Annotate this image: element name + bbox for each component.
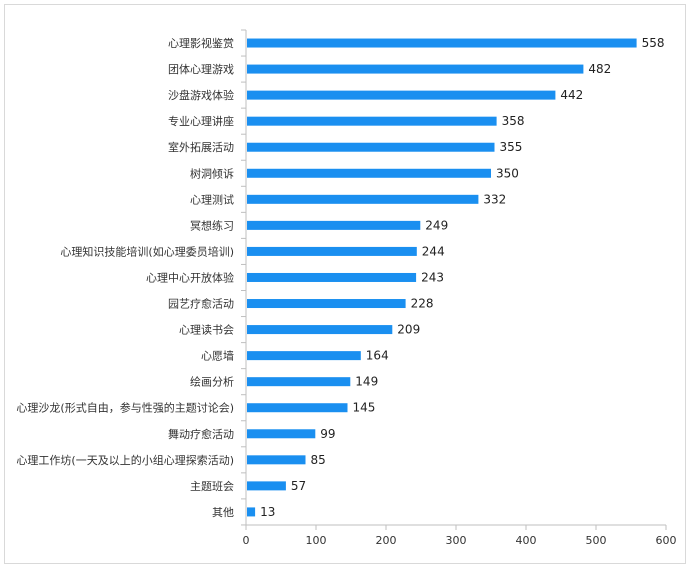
data-label: 57 — [291, 479, 306, 493]
data-label: 209 — [397, 323, 420, 337]
bar — [247, 299, 406, 309]
category-label: 舞动疗愈活动 — [168, 427, 234, 441]
category-label: 沙盘游戏体验 — [168, 88, 234, 102]
bar — [247, 429, 316, 439]
bar — [247, 64, 584, 74]
bar — [247, 168, 491, 178]
data-label: 13 — [260, 505, 275, 519]
data-label: 249 — [425, 218, 448, 232]
data-label: 99 — [320, 427, 335, 441]
bar — [247, 377, 351, 387]
data-label: 355 — [500, 140, 523, 154]
data-label: 482 — [588, 62, 611, 76]
bar — [247, 507, 256, 517]
data-label: 145 — [353, 401, 376, 415]
x-tick-label: 600 — [656, 534, 677, 547]
data-label: 244 — [422, 244, 445, 258]
bar — [247, 38, 637, 48]
category-label: 心理工作坊(一天及以上的小组心理探索活动) — [16, 453, 234, 467]
category-label: 心理影视鉴赏 — [168, 36, 234, 50]
category-label: 树洞倾诉 — [190, 166, 234, 180]
data-label: 228 — [411, 297, 434, 311]
bar — [247, 455, 306, 465]
bar — [247, 142, 495, 152]
data-label: 164 — [366, 349, 389, 363]
x-tick-label: 100 — [306, 534, 327, 547]
category-label: 心理中心开放体验 — [146, 270, 234, 284]
bar — [247, 246, 417, 256]
data-label: 358 — [502, 114, 525, 128]
x-tick-label: 500 — [586, 534, 607, 547]
category-label: 绘画分析 — [190, 375, 234, 389]
category-label: 室外拓展活动 — [168, 140, 234, 154]
category-label: 冥想练习 — [190, 218, 234, 232]
category-label: 心理读书会 — [179, 323, 234, 337]
data-label: 85 — [311, 453, 326, 467]
data-label: 149 — [355, 375, 378, 389]
data-label: 350 — [496, 166, 519, 180]
category-label: 心理测试 — [190, 193, 234, 206]
bar — [247, 90, 556, 100]
bar — [247, 194, 479, 204]
data-label: 332 — [483, 192, 506, 206]
category-label: 团体心理游戏 — [168, 62, 234, 76]
x-tick-label: 200 — [376, 534, 397, 547]
bar — [247, 220, 421, 230]
data-label: 558 — [642, 36, 665, 50]
bar — [247, 272, 417, 282]
category-label: 心理沙龙(形式自由，参与性强的主题讨论会) — [16, 401, 234, 415]
category-label: 园艺疗愈活动 — [168, 297, 234, 311]
category-label: 心理知识技能培训(如心理委员培训) — [60, 244, 234, 258]
bar — [247, 116, 497, 126]
x-tick-label: 400 — [516, 534, 537, 547]
category-label: 主题班会 — [190, 480, 234, 493]
data-label: 442 — [560, 88, 583, 102]
category-label: 其他 — [212, 506, 234, 519]
category-label: 专业心理讲座 — [168, 114, 234, 128]
data-label: 243 — [421, 270, 444, 284]
bar — [247, 481, 286, 491]
x-tick-label: 0 — [243, 534, 250, 547]
x-tick-label: 300 — [446, 534, 467, 547]
bar — [247, 325, 393, 335]
bar — [247, 351, 361, 361]
bar — [247, 403, 348, 413]
category-label: 心愿墙 — [201, 349, 234, 363]
